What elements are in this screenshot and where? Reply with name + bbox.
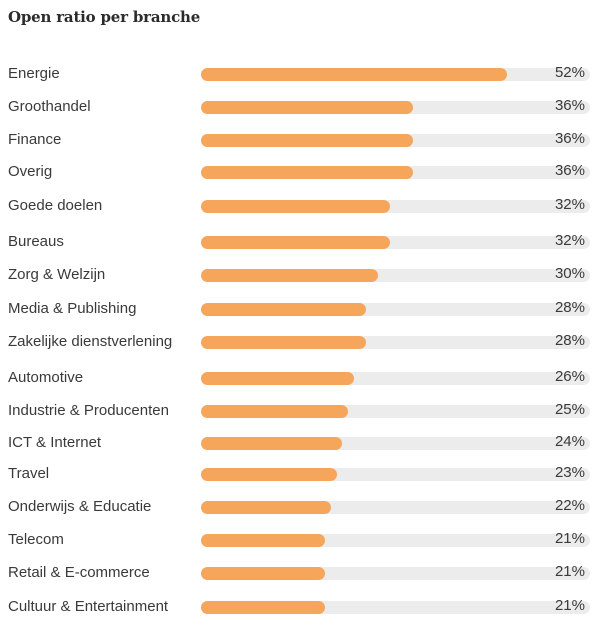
bar-track — [201, 236, 590, 249]
bar-track — [201, 101, 590, 114]
bar-row: Zorg & Welzijn 30% — [0, 262, 613, 288]
value-label: 32% — [554, 196, 585, 213]
bar-track — [201, 336, 590, 349]
bar-track — [201, 200, 590, 213]
bar — [201, 501, 331, 514]
bar-row: Cultuur & Entertainment 21% — [0, 594, 613, 620]
value-label: 21% — [554, 563, 585, 580]
bar-track — [201, 534, 590, 547]
value-label: 28% — [554, 299, 585, 316]
bar — [201, 134, 413, 147]
category-label: Media & Publishing — [8, 300, 137, 317]
value-label: 23% — [554, 464, 585, 481]
category-label: Goede doelen — [8, 197, 103, 214]
bar — [201, 101, 413, 114]
bar-track — [201, 405, 590, 418]
bar-track — [201, 468, 590, 481]
bar — [201, 437, 342, 450]
bar — [201, 236, 390, 249]
value-label: 32% — [554, 232, 585, 249]
bar — [201, 269, 378, 282]
category-label: Telecom — [8, 531, 64, 548]
value-label: 52% — [554, 64, 585, 81]
bar-row: Overig 36% — [0, 159, 613, 185]
value-label: 36% — [554, 130, 585, 147]
bar-row: ICT & Internet 24% — [0, 430, 613, 456]
chart-title: Open ratio per branche — [8, 8, 201, 26]
bar — [201, 567, 325, 580]
bar — [201, 200, 390, 213]
category-label: Overig — [8, 163, 53, 180]
bar — [201, 68, 507, 81]
bar — [201, 372, 354, 385]
bar-row: Bureaus 32% — [0, 229, 613, 255]
bar-row: Finance 36% — [0, 127, 613, 153]
bar-track — [201, 501, 590, 514]
bar-row: Telecom 21% — [0, 527, 613, 553]
category-label: Bureaus — [8, 233, 64, 250]
value-label: 36% — [554, 97, 585, 114]
value-label: 22% — [554, 497, 585, 514]
bar-row: Travel 23% — [0, 461, 613, 487]
bar-row: Energie 52% — [0, 61, 613, 87]
bar-track — [201, 68, 590, 81]
category-label: Cultuur & Entertainment — [8, 598, 169, 615]
value-label: 24% — [554, 433, 585, 450]
category-label: Automotive — [8, 369, 84, 386]
bar-track — [201, 134, 590, 147]
bar-row: Retail & E-commerce 21% — [0, 560, 613, 586]
value-label: 36% — [554, 162, 585, 179]
category-label: Onderwijs & Educatie — [8, 498, 152, 515]
value-label: 28% — [554, 332, 585, 349]
category-label: Zakelijke dienstverlening — [8, 333, 173, 350]
category-label: Travel — [8, 465, 50, 482]
bar — [201, 601, 325, 614]
category-label: Retail & E-commerce — [8, 564, 150, 581]
bar-track — [201, 372, 590, 385]
value-label: 21% — [554, 530, 585, 547]
category-label: Finance — [8, 131, 62, 148]
bar-row: Groothandel 36% — [0, 94, 613, 120]
category-label: Energie — [8, 65, 60, 82]
bar-track — [201, 601, 590, 614]
bar — [201, 405, 348, 418]
bar-track — [201, 269, 590, 282]
bar — [201, 468, 337, 481]
value-label: 30% — [554, 265, 585, 282]
category-label: Industrie & Producenten — [8, 402, 169, 419]
bar-row: Goede doelen 32% — [0, 193, 613, 219]
bar-track — [201, 567, 590, 580]
bar-row: Automotive 26% — [0, 365, 613, 391]
bar — [201, 534, 325, 547]
bar-row: Onderwijs & Educatie 22% — [0, 494, 613, 520]
bar — [201, 166, 413, 179]
bar-track — [201, 166, 590, 179]
bar-row: Industrie & Producenten 25% — [0, 398, 613, 424]
value-label: 25% — [554, 401, 585, 418]
value-label: 21% — [554, 597, 585, 614]
bar-row: Zakelijke dienstverlening 28% — [0, 329, 613, 355]
category-label: Groothandel — [8, 98, 91, 115]
category-label: ICT & Internet — [8, 434, 102, 451]
bar — [201, 303, 366, 316]
value-label: 26% — [554, 368, 585, 385]
bar-track — [201, 437, 590, 450]
category-label: Zorg & Welzijn — [8, 266, 106, 283]
bar — [201, 336, 366, 349]
bar-row: Media & Publishing 28% — [0, 296, 613, 322]
bar-track — [201, 303, 590, 316]
